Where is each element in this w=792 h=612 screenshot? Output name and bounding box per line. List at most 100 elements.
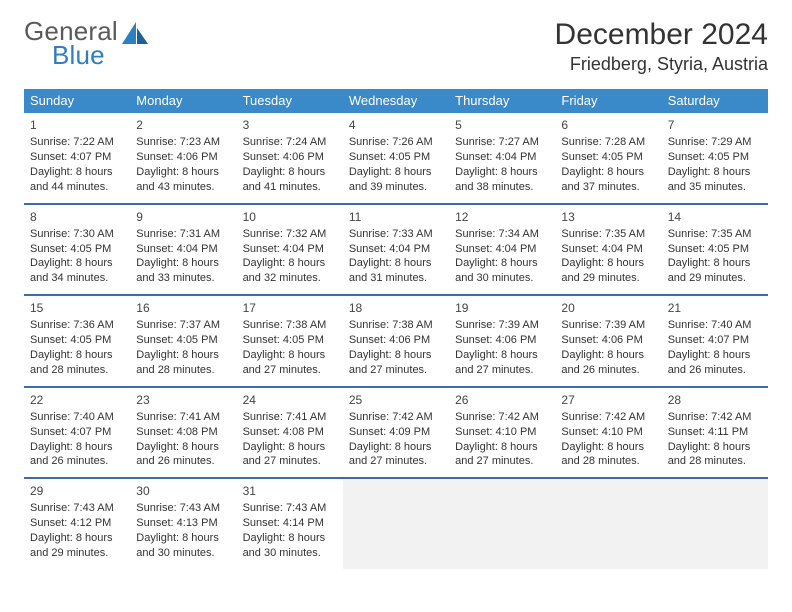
day-cell: 6Sunrise: 7:28 AMSunset: 4:05 PMDaylight… <box>555 113 661 203</box>
day-cell: 1Sunrise: 7:22 AMSunset: 4:07 PMDaylight… <box>24 113 130 203</box>
sunrise-text: Sunrise: 7:39 AM <box>455 318 549 333</box>
sunset-text: Sunset: 4:04 PM <box>136 242 230 257</box>
daylight-text: Daylight: 8 hours <box>243 440 337 455</box>
day-cell: 25Sunrise: 7:42 AMSunset: 4:09 PMDayligh… <box>343 388 449 478</box>
daylight-text: Daylight: 8 hours <box>30 440 124 455</box>
day-cell: 12Sunrise: 7:34 AMSunset: 4:04 PMDayligh… <box>449 205 555 295</box>
sunset-text: Sunset: 4:04 PM <box>455 150 549 165</box>
sunrise-text: Sunrise: 7:39 AM <box>561 318 655 333</box>
daylight-text: and 29 minutes. <box>668 271 762 286</box>
day-number: 14 <box>668 209 762 225</box>
day-number: 18 <box>349 300 443 316</box>
daylight-text: and 44 minutes. <box>30 180 124 195</box>
daylight-text: Daylight: 8 hours <box>455 165 549 180</box>
sunrise-text: Sunrise: 7:36 AM <box>30 318 124 333</box>
sunset-text: Sunset: 4:09 PM <box>349 425 443 440</box>
sunset-text: Sunset: 4:05 PM <box>243 333 337 348</box>
weekday-header-row: SundayMondayTuesdayWednesdayThursdayFrid… <box>24 89 768 113</box>
day-cell: 8Sunrise: 7:30 AMSunset: 4:05 PMDaylight… <box>24 205 130 295</box>
daylight-text: and 28 minutes. <box>30 363 124 378</box>
daylight-text: Daylight: 8 hours <box>30 531 124 546</box>
sunset-text: Sunset: 4:05 PM <box>136 333 230 348</box>
sunrise-text: Sunrise: 7:33 AM <box>349 227 443 242</box>
day-number: 16 <box>136 300 230 316</box>
daylight-text: Daylight: 8 hours <box>136 440 230 455</box>
daylight-text: and 27 minutes. <box>243 454 337 469</box>
sunset-text: Sunset: 4:04 PM <box>561 242 655 257</box>
day-number: 2 <box>136 117 230 133</box>
day-cell: 23Sunrise: 7:41 AMSunset: 4:08 PMDayligh… <box>130 388 236 478</box>
month-title: December 2024 <box>555 18 768 52</box>
day-cell: 29Sunrise: 7:43 AMSunset: 4:12 PMDayligh… <box>24 479 130 569</box>
daylight-text: and 28 minutes. <box>561 454 655 469</box>
daylight-text: Daylight: 8 hours <box>561 256 655 271</box>
daylight-text: Daylight: 8 hours <box>136 165 230 180</box>
daylight-text: Daylight: 8 hours <box>668 440 762 455</box>
daylight-text: and 27 minutes. <box>455 363 549 378</box>
daylight-text: and 33 minutes. <box>136 271 230 286</box>
day-number: 5 <box>455 117 549 133</box>
day-number: 10 <box>243 209 337 225</box>
day-blank <box>555 479 661 569</box>
day-blank <box>343 479 449 569</box>
sunrise-text: Sunrise: 7:31 AM <box>136 227 230 242</box>
weekday-sunday: Sunday <box>24 89 130 113</box>
day-number: 13 <box>561 209 655 225</box>
daylight-text: Daylight: 8 hours <box>561 440 655 455</box>
sunset-text: Sunset: 4:06 PM <box>136 150 230 165</box>
sunrise-text: Sunrise: 7:35 AM <box>561 227 655 242</box>
daylight-text: and 28 minutes. <box>136 363 230 378</box>
sunset-text: Sunset: 4:05 PM <box>349 150 443 165</box>
daylight-text: and 30 minutes. <box>136 546 230 561</box>
day-number: 20 <box>561 300 655 316</box>
sunrise-text: Sunrise: 7:38 AM <box>349 318 443 333</box>
day-cell: 28Sunrise: 7:42 AMSunset: 4:11 PMDayligh… <box>662 388 768 478</box>
sunrise-text: Sunrise: 7:22 AM <box>30 135 124 150</box>
sunrise-text: Sunrise: 7:41 AM <box>136 410 230 425</box>
day-cell: 10Sunrise: 7:32 AMSunset: 4:04 PMDayligh… <box>237 205 343 295</box>
day-number: 8 <box>30 209 124 225</box>
daylight-text: and 28 minutes. <box>668 454 762 469</box>
sunset-text: Sunset: 4:04 PM <box>349 242 443 257</box>
weekday-tuesday: Tuesday <box>237 89 343 113</box>
daylight-text: Daylight: 8 hours <box>136 348 230 363</box>
day-cell: 7Sunrise: 7:29 AMSunset: 4:05 PMDaylight… <box>662 113 768 203</box>
daylight-text: Daylight: 8 hours <box>243 348 337 363</box>
day-number: 9 <box>136 209 230 225</box>
sunrise-text: Sunrise: 7:40 AM <box>30 410 124 425</box>
sunset-text: Sunset: 4:07 PM <box>668 333 762 348</box>
day-number: 11 <box>349 209 443 225</box>
sunrise-text: Sunrise: 7:42 AM <box>561 410 655 425</box>
daylight-text: and 32 minutes. <box>243 271 337 286</box>
logo: General Blue <box>24 18 150 68</box>
day-number: 6 <box>561 117 655 133</box>
daylight-text: Daylight: 8 hours <box>455 256 549 271</box>
sunset-text: Sunset: 4:06 PM <box>243 150 337 165</box>
sunset-text: Sunset: 4:05 PM <box>668 242 762 257</box>
sunrise-text: Sunrise: 7:42 AM <box>455 410 549 425</box>
daylight-text: and 26 minutes. <box>668 363 762 378</box>
sunrise-text: Sunrise: 7:43 AM <box>30 501 124 516</box>
sunrise-text: Sunrise: 7:34 AM <box>455 227 549 242</box>
week-row: 1Sunrise: 7:22 AMSunset: 4:07 PMDaylight… <box>24 113 768 205</box>
daylight-text: and 29 minutes. <box>561 271 655 286</box>
day-cell: 27Sunrise: 7:42 AMSunset: 4:10 PMDayligh… <box>555 388 661 478</box>
day-number: 31 <box>243 483 337 499</box>
daylight-text: Daylight: 8 hours <box>455 440 549 455</box>
title-block: December 2024 Friedberg, Styria, Austria <box>555 18 768 75</box>
day-number: 30 <box>136 483 230 499</box>
sunrise-text: Sunrise: 7:37 AM <box>136 318 230 333</box>
sunset-text: Sunset: 4:10 PM <box>561 425 655 440</box>
sunset-text: Sunset: 4:11 PM <box>668 425 762 440</box>
daylight-text: and 26 minutes. <box>136 454 230 469</box>
daylight-text: Daylight: 8 hours <box>561 348 655 363</box>
sunrise-text: Sunrise: 7:24 AM <box>243 135 337 150</box>
day-cell: 3Sunrise: 7:24 AMSunset: 4:06 PMDaylight… <box>237 113 343 203</box>
daylight-text: and 30 minutes. <box>455 271 549 286</box>
daylight-text: Daylight: 8 hours <box>561 165 655 180</box>
sunset-text: Sunset: 4:07 PM <box>30 150 124 165</box>
sunset-text: Sunset: 4:06 PM <box>561 333 655 348</box>
sunset-text: Sunset: 4:14 PM <box>243 516 337 531</box>
sunrise-text: Sunrise: 7:42 AM <box>668 410 762 425</box>
day-cell: 31Sunrise: 7:43 AMSunset: 4:14 PMDayligh… <box>237 479 343 569</box>
